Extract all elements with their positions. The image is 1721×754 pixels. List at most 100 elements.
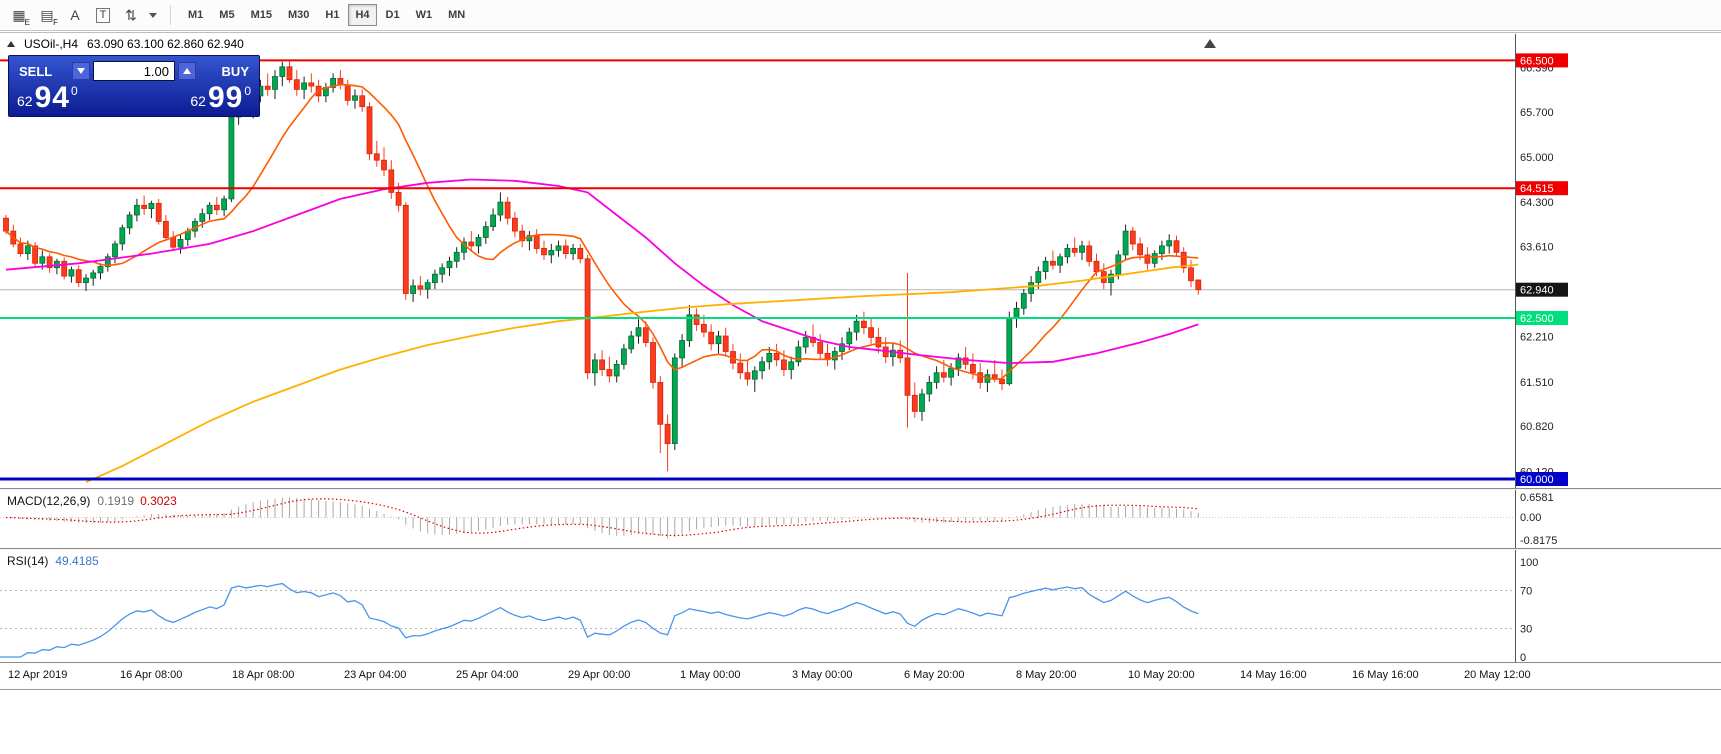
price-level-tag xyxy=(1516,181,1568,196)
candle-body xyxy=(1188,267,1194,282)
price-level-tag xyxy=(1516,53,1568,68)
timeframe-m5-button[interactable]: M5 xyxy=(212,4,241,26)
candle-body xyxy=(962,357,969,365)
candle-body xyxy=(708,331,715,345)
candle-body xyxy=(977,372,984,383)
candle-body xyxy=(1035,271,1042,283)
candle-body xyxy=(671,357,678,444)
timeframe-d1-button[interactable]: D1 xyxy=(379,4,407,26)
sell-price[interactable]: 62 94 0 xyxy=(17,81,78,114)
buy-button[interactable]: BUY xyxy=(199,64,253,79)
tool-e-icon[interactable]: ▦ E xyxy=(6,3,32,28)
time-axis-label: 10 May 20:00 xyxy=(1128,669,1195,681)
symbol-label: USOil-,H4 xyxy=(24,37,79,51)
candle-body xyxy=(795,346,802,363)
candle-body xyxy=(359,95,366,108)
timeframe-m15-button[interactable]: M15 xyxy=(244,4,279,26)
candle-body xyxy=(911,394,918,412)
volume-up-button[interactable] xyxy=(178,62,196,80)
candle-body xyxy=(577,247,584,260)
candle-body xyxy=(388,169,395,193)
candle-body xyxy=(199,213,206,222)
candle-body xyxy=(402,204,409,294)
time-axis[interactable]: 12 Apr 2019 16 Apr 08:00 18 Apr 08:00 23 Ap… xyxy=(0,663,1721,690)
candle-body xyxy=(141,204,148,209)
chart-window: 66.390 65.700 65.000 64.300 63.610 62.210 61.5… xyxy=(0,32,1721,692)
candle-body xyxy=(410,285,417,294)
candle-body xyxy=(701,323,707,333)
candle-body xyxy=(1129,230,1136,245)
candle-body xyxy=(1064,247,1071,258)
candle-body xyxy=(373,153,380,161)
candle-body xyxy=(264,85,271,90)
candle-body xyxy=(170,237,177,248)
tool-f-icon[interactable]: ▤ F xyxy=(34,3,60,28)
candle-body xyxy=(948,367,954,378)
candle-body xyxy=(1151,253,1158,264)
candle-body xyxy=(766,352,773,363)
candle-body xyxy=(504,201,511,219)
candle-body xyxy=(286,66,293,81)
buy-price[interactable]: 62 99 0 xyxy=(190,81,251,114)
timeframe-h4-button[interactable]: H4 xyxy=(348,4,377,26)
candle-body xyxy=(693,314,700,325)
price-chart-canvas[interactable]: 66.39065.70065.00064.30063.61062.21061.5… xyxy=(0,34,1721,488)
time-axis-label: 25 Apr 04:00 xyxy=(456,669,519,681)
candle-body xyxy=(3,217,9,232)
candle-body xyxy=(119,227,126,245)
candle-body xyxy=(97,266,104,274)
text-box-tool[interactable]: T xyxy=(90,3,116,27)
timeframe-w1-button[interactable]: W1 xyxy=(409,4,440,26)
timeframe-m1-button[interactable]: M1 xyxy=(181,4,210,26)
rsi-value: 49.4185 xyxy=(55,554,99,568)
price-axis-label: 63.610 xyxy=(1520,242,1554,254)
panel-splitter[interactable] xyxy=(0,662,1721,663)
collapse-panel-icon[interactable] xyxy=(7,41,15,47)
candle-body xyxy=(162,220,169,238)
volume-input[interactable] xyxy=(93,61,175,81)
timeframe-h1-button[interactable]: H1 xyxy=(318,4,346,26)
macd-panel-canvas[interactable]: 0.6581 0.00 -0.8175 xyxy=(0,490,1721,548)
candle-body xyxy=(788,361,795,370)
candle-body xyxy=(781,359,787,370)
candle-body xyxy=(970,363,976,374)
sell-button[interactable]: SELL xyxy=(15,64,69,79)
time-axis-label: 18 Apr 08:00 xyxy=(232,669,295,681)
candle-body xyxy=(621,348,627,365)
candle-body xyxy=(1137,243,1143,256)
candle-body xyxy=(562,245,569,254)
text-label-icon: A xyxy=(70,7,80,23)
text-label-tool[interactable]: A xyxy=(62,3,88,27)
candle-body xyxy=(112,243,118,258)
candle-body xyxy=(1057,256,1063,266)
candle-body xyxy=(431,273,438,283)
timeframe-m30-button[interactable]: M30 xyxy=(281,4,316,26)
panel-splitter[interactable] xyxy=(0,488,1721,489)
timeframe-mn-button[interactable]: MN xyxy=(441,4,472,26)
grid-pattern-icon: ▦ xyxy=(12,6,26,23)
volume-down-button[interactable] xyxy=(72,62,90,80)
rsi-panel-canvas[interactable]: 100 70 30 0 xyxy=(0,550,1721,662)
candle-body xyxy=(686,314,693,341)
price-axis-label: 60.820 xyxy=(1520,421,1554,433)
candle-body xyxy=(875,336,882,348)
panel-splitter[interactable] xyxy=(0,548,1721,549)
candle-body xyxy=(664,423,671,444)
lines-pattern-icon: ▤ xyxy=(40,6,54,23)
price-axis[interactable] xyxy=(1516,33,1576,690)
candle-body xyxy=(999,378,1005,385)
time-axis-label: 12 Apr 2019 xyxy=(8,669,68,681)
macd-axis-label: 0.00 xyxy=(1520,512,1541,524)
candle-body xyxy=(148,202,155,209)
candle-body xyxy=(395,191,402,206)
price-axis-label: 65.700 xyxy=(1520,107,1554,119)
cursor-mode-tool[interactable]: ⇅ xyxy=(118,3,144,27)
candle-body xyxy=(773,352,780,361)
time-axis-label: 20 May 12:00 xyxy=(1464,669,1531,681)
candle-body xyxy=(1159,245,1165,254)
macd-signal-value: 0.3023 xyxy=(140,494,177,508)
cursor-mode-dropdown[interactable] xyxy=(146,3,160,27)
candle-body xyxy=(533,235,540,249)
candle-body xyxy=(177,238,184,248)
chart-shift-marker xyxy=(1204,39,1216,48)
